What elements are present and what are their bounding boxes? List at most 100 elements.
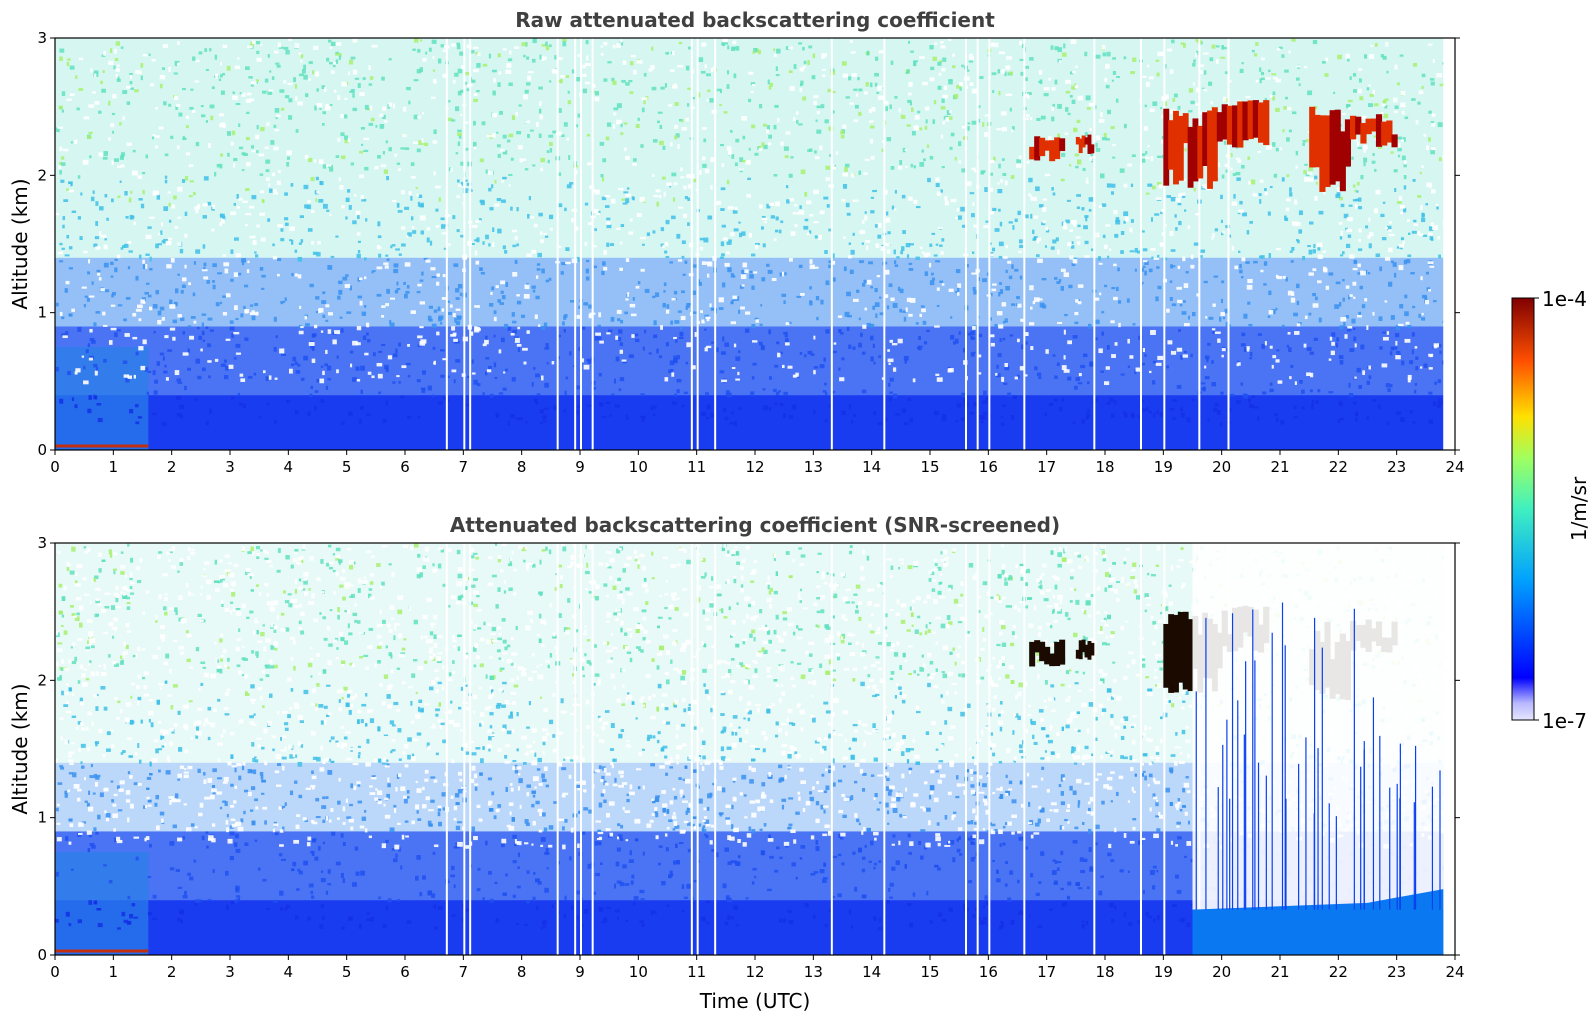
cloud-segment (1090, 643, 1094, 656)
gap-line (883, 543, 885, 955)
cloud-segment (1090, 144, 1094, 153)
x-tick-label: 5 (342, 963, 352, 981)
colorbar-unit-label: 1/m/sr (1567, 476, 1591, 541)
x-tick-label: 4 (284, 458, 294, 476)
heatmap-raw (55, 38, 1455, 450)
x-tick-label: 14 (862, 963, 881, 981)
gap-line (1140, 543, 1142, 955)
gap-line (1163, 38, 1165, 450)
x-tick-label: 23 (1387, 963, 1406, 981)
surface-aerosol (55, 445, 148, 448)
x-tick-label: 4 (284, 963, 294, 981)
gap-line (446, 38, 448, 450)
x-tick-label: 1 (109, 458, 119, 476)
gap-line (1093, 543, 1095, 955)
y-tick-label: 0 (37, 946, 47, 964)
y-tick-label: 0 (37, 441, 47, 459)
cloud-segment (1263, 100, 1269, 145)
gap-line (1093, 38, 1095, 450)
colorbar (1512, 298, 1534, 720)
gap-line (592, 543, 594, 955)
x-tick-label: 10 (629, 963, 648, 981)
colorbar-min-label: 1e-7 (1542, 709, 1587, 733)
x-tick-label: 0 (50, 963, 60, 981)
y-tick-label: 2 (37, 166, 47, 184)
x-tick-label: 16 (979, 458, 998, 476)
cloud-segment (1391, 134, 1397, 147)
panel-title-raw: Raw attenuated backscattering coefficien… (515, 8, 995, 32)
gap-line (697, 543, 699, 955)
gap-line (977, 38, 979, 450)
gap-line (463, 543, 465, 955)
gap-line (463, 38, 465, 450)
x-tick-label: 3 (225, 458, 235, 476)
morning-layer (55, 347, 148, 450)
x-tick-label: 22 (1329, 963, 1348, 981)
x-tick-label: 19 (1154, 458, 1173, 476)
y-tick-label: 1 (37, 809, 47, 827)
x-tick-label: 7 (459, 458, 469, 476)
x-tick-label: 14 (862, 458, 881, 476)
layer-boundary (55, 395, 1443, 450)
heatmap-screened (55, 543, 1455, 955)
gap-line (691, 543, 693, 955)
x-tick-label: 9 (575, 963, 585, 981)
gap-line (691, 38, 693, 450)
gap-line (446, 543, 448, 955)
gap-line (574, 543, 576, 955)
x-tick-label: 18 (1095, 963, 1114, 981)
gap-line (580, 543, 582, 955)
x-tick-label: 24 (1445, 963, 1464, 981)
gap-line (714, 38, 716, 450)
gap-line (592, 38, 594, 450)
gap-line (1198, 38, 1200, 450)
gap-line (697, 38, 699, 450)
x-tick-label: 23 (1387, 458, 1406, 476)
x-tick-label: 17 (1037, 963, 1056, 981)
panel-title-screened: Attenuated backscattering coefficient (S… (450, 513, 1060, 537)
x-tick-label: 16 (979, 963, 998, 981)
x-tick-label: 5 (342, 458, 352, 476)
gap-line (831, 38, 833, 450)
x-tick-label: 22 (1329, 458, 1348, 476)
x-tick-label: 2 (167, 458, 177, 476)
layer-lower (55, 326, 1443, 395)
gap-line (580, 38, 582, 450)
x-tick-label: 10 (629, 458, 648, 476)
x-tick-label: 15 (920, 458, 939, 476)
x-tick-label: 3 (225, 963, 235, 981)
no-data-region (1443, 38, 1455, 450)
x-tick-label: 11 (687, 458, 706, 476)
surface-aerosol (55, 950, 148, 953)
x-tick-label: 0 (50, 458, 60, 476)
gap-line (965, 38, 967, 450)
x-tick-label: 2 (167, 963, 177, 981)
gap-line (714, 543, 716, 955)
y-tick-label: 2 (37, 671, 47, 689)
gap-line (1023, 543, 1025, 955)
y-tick-label: 3 (37, 29, 47, 47)
x-tick-label: 13 (804, 963, 823, 981)
cloud-segment (1059, 640, 1065, 665)
x-tick-label: 6 (400, 963, 410, 981)
colorbar-max-label: 1e-4 (1542, 287, 1587, 311)
x-tick-label: 12 (745, 458, 764, 476)
gap-line (469, 543, 471, 955)
gap-line (988, 38, 990, 450)
y-tick-label: 3 (37, 534, 47, 552)
gap-line (965, 543, 967, 955)
x-tick-label: 8 (517, 458, 527, 476)
x-tick-label: 7 (459, 963, 469, 981)
x-tick-label: 21 (1270, 963, 1289, 981)
xlabel: Time (UTC) (699, 989, 811, 1013)
gap-line (977, 543, 979, 955)
x-tick-label: 12 (745, 963, 764, 981)
gap-line (1140, 38, 1142, 450)
gap-line (557, 543, 559, 955)
gap-line (1163, 543, 1165, 955)
gap-line (574, 38, 576, 450)
x-tick-label: 20 (1212, 458, 1231, 476)
y-tick-label: 1 (37, 304, 47, 322)
